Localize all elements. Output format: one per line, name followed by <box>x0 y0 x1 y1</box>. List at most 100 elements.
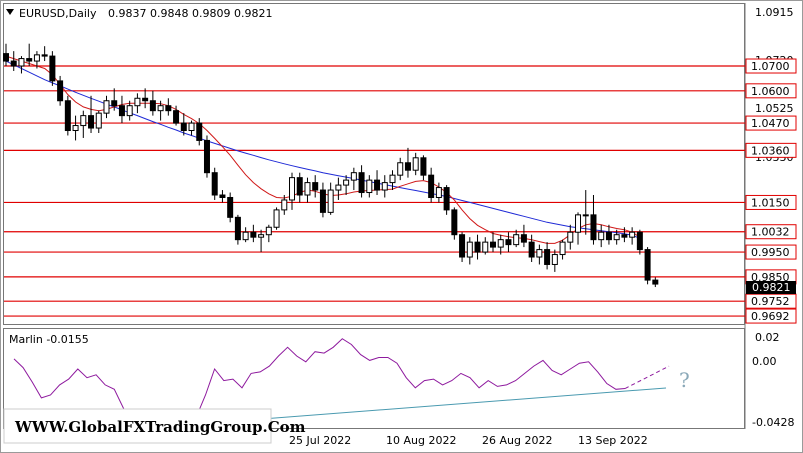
candle <box>598 224 605 248</box>
candle-body <box>211 172 218 196</box>
candle-body <box>482 241 489 253</box>
marlin-line <box>13 338 626 437</box>
candle <box>435 182 442 203</box>
candle-body <box>358 172 365 194</box>
symbol-label[interactable]: EURUSD,Daily <box>19 7 97 20</box>
candle-body <box>10 60 17 67</box>
candle <box>613 229 620 245</box>
candle <box>513 229 520 248</box>
candle-body <box>613 234 620 241</box>
candle-body <box>118 105 125 117</box>
candle-body <box>497 239 504 248</box>
candle <box>10 51 17 71</box>
candle <box>559 239 566 260</box>
candle <box>590 195 597 245</box>
candle-body <box>188 122 195 132</box>
candle-body <box>544 249 551 265</box>
candle <box>64 95 71 136</box>
candle-body <box>173 110 180 124</box>
indicator-label: Marlin -0.0155 <box>9 333 89 346</box>
candle-body <box>281 199 288 211</box>
candle <box>644 247 651 285</box>
horizontal-levels: 1.0700 1.0600 1.0470 1.0360 1.0150 1.0032 0.99… <box>4 58 797 324</box>
candle-body <box>180 122 187 132</box>
current-price-tag: 0.9821 <box>746 281 796 294</box>
candle-body <box>644 249 651 281</box>
candle <box>180 113 187 136</box>
candle-body <box>88 115 95 129</box>
candle <box>567 224 574 250</box>
time-axis: 25 Jul 2022 10 Aug 2022 26 Aug 2022 13 S… <box>289 434 648 447</box>
symbol-dropdown-icon[interactable] <box>6 9 14 15</box>
candle <box>412 152 419 176</box>
candle <box>173 105 180 126</box>
candle <box>544 242 551 270</box>
candle-body <box>350 172 357 181</box>
candle <box>319 182 326 218</box>
candle-body <box>80 115 87 127</box>
watermark: WWW.GlobalFXTradingGroup.Com <box>3 408 306 444</box>
candle-body <box>64 100 71 132</box>
candle <box>551 249 558 272</box>
candle-body <box>459 234 466 258</box>
candle <box>397 157 404 181</box>
level-tag <box>745 83 797 99</box>
candle <box>389 170 396 191</box>
candle-body <box>196 122 203 141</box>
candle <box>520 224 527 248</box>
candle-body <box>265 226 272 236</box>
candle <box>80 110 87 138</box>
candle-body <box>474 241 481 253</box>
candle <box>428 167 435 203</box>
candle-body <box>304 182 311 196</box>
indicator-tick: 0.02 <box>755 331 780 344</box>
candle <box>26 43 33 67</box>
candle-body <box>598 231 605 241</box>
level-tag <box>745 194 797 210</box>
candle <box>420 155 427 181</box>
candle-body <box>590 214 597 241</box>
candle <box>49 51 56 86</box>
candle <box>18 56 25 74</box>
candle <box>203 135 210 178</box>
level-label: 0.9850 <box>751 271 790 284</box>
candle <box>72 115 79 141</box>
level-tag <box>745 115 797 131</box>
candle-body <box>443 187 450 211</box>
level-tag <box>745 142 797 158</box>
candle <box>88 95 95 133</box>
candle-body <box>95 112 102 129</box>
marlin-trendline[interactable] <box>235 387 667 422</box>
candle <box>242 227 249 243</box>
candle-body <box>250 231 257 238</box>
candle <box>350 167 357 191</box>
candle-body <box>327 189 334 213</box>
candle <box>188 120 195 136</box>
candle <box>250 224 257 243</box>
candle <box>474 234 481 260</box>
candle-body <box>312 182 319 191</box>
candle <box>636 229 643 255</box>
level-tag <box>745 244 797 260</box>
candle-body <box>366 179 373 194</box>
candle <box>575 212 582 245</box>
candle <box>459 232 466 262</box>
candle <box>273 207 280 230</box>
candle <box>629 227 636 245</box>
candle <box>134 93 141 114</box>
price-tick: 1.0915 <box>755 6 794 19</box>
time-tick: 25 Jul 2022 <box>289 434 351 447</box>
candle <box>443 185 450 215</box>
ohlc-readout: 0.9837 0.9848 0.9809 0.9821 <box>108 7 272 20</box>
candle <box>126 100 133 121</box>
candle-body <box>528 241 535 258</box>
level-tag <box>745 58 797 74</box>
candle-body <box>451 209 458 236</box>
candle <box>343 175 350 196</box>
level-label: 1.0600 <box>751 85 790 98</box>
level-tag <box>745 293 797 309</box>
watermark-bg <box>3 408 272 444</box>
level-label: 0.9692 <box>751 310 790 323</box>
candle <box>157 100 164 121</box>
